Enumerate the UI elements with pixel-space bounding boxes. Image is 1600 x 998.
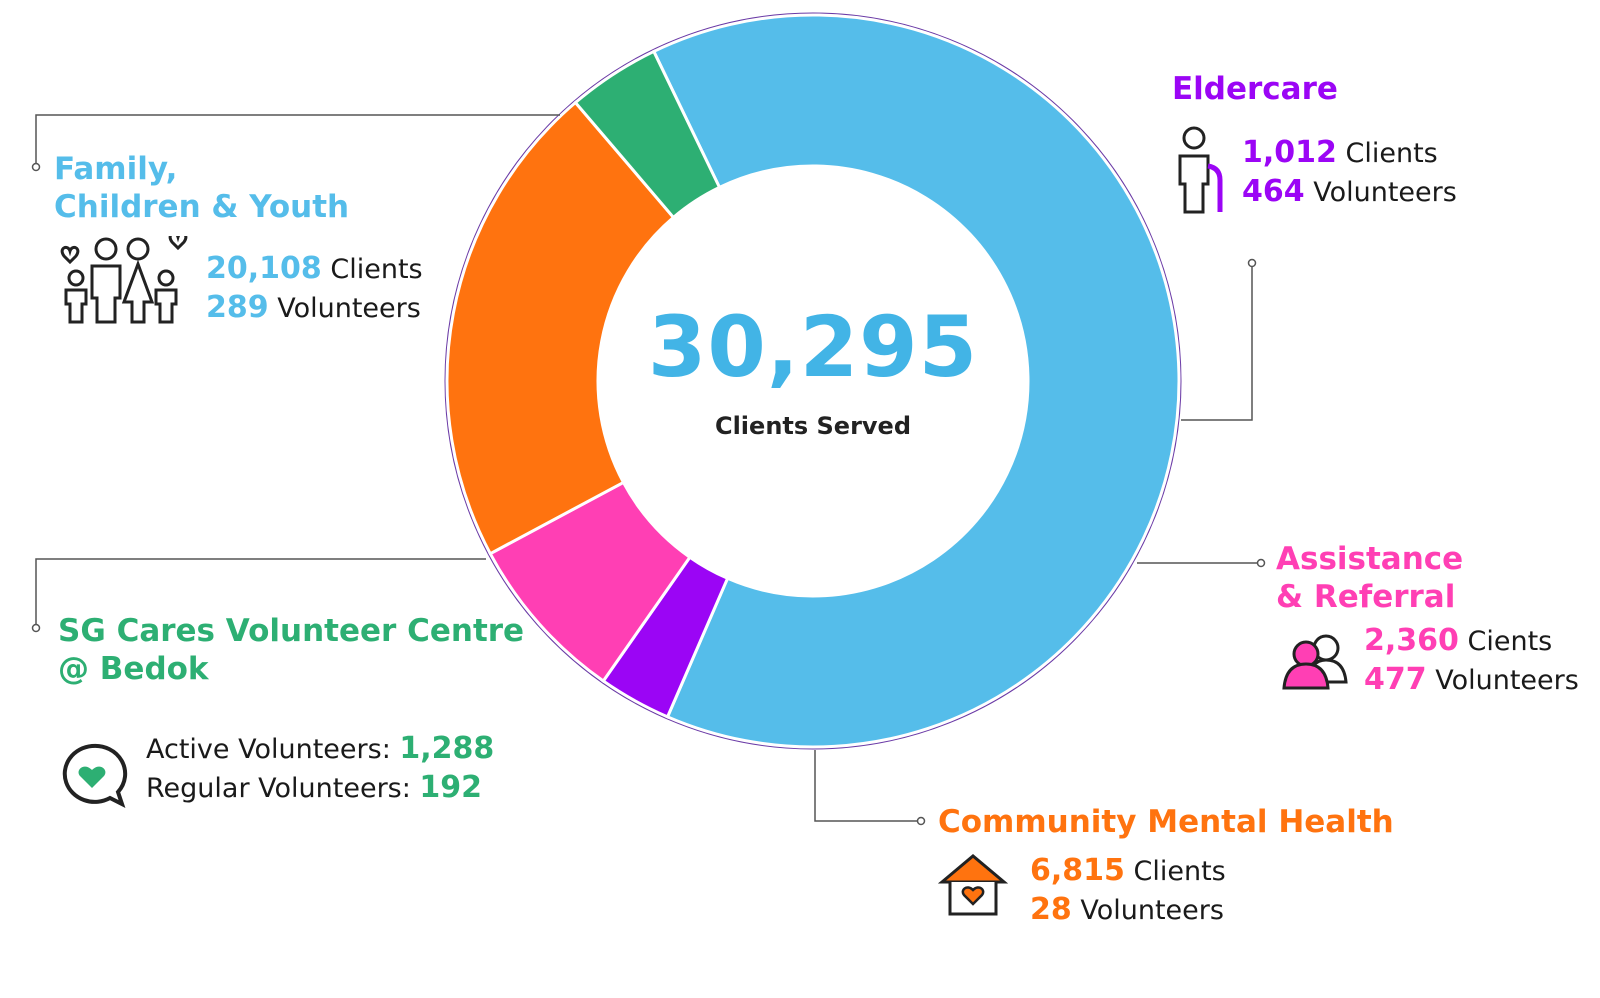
total-clients-label: Clients Served	[714, 412, 912, 440]
sgcares-stats: Active Volunteers: 1,288 Regular Volunte…	[146, 731, 495, 805]
leader-dot-sgcares	[31, 623, 41, 633]
chat-heart-icon	[62, 743, 128, 808]
people-icon	[1282, 634, 1348, 690]
mental-health-title: Community Mental Health	[938, 804, 1394, 840]
assistance-title: Assistance & Referral	[1276, 541, 1464, 615]
leader-dot-eldercare	[1247, 258, 1257, 268]
leader-line-mental	[814, 750, 917, 822]
leader-dot-family	[31, 162, 41, 172]
sgcares-title: SG Cares Volunteer Centre @ Bedok	[58, 613, 525, 687]
house-heart-icon	[938, 854, 1008, 916]
leader-line-eldercare	[1181, 266, 1253, 421]
elderly-person-icon	[1178, 126, 1223, 214]
leader-line-family	[35, 114, 560, 164]
leader-dot-mental	[916, 816, 926, 826]
leader-line-sgcares	[35, 558, 486, 625]
family-icon	[60, 236, 188, 324]
eldercare-stats: 1,012 Clients 464 Volunteers	[1242, 135, 1457, 209]
family-title: Family, Children & Youth	[54, 151, 350, 225]
family-stats: 20,108 Clients 289 Volunteers	[206, 251, 423, 325]
assistance-stats: 2,360 Cients 477 Volunteers	[1364, 623, 1579, 697]
eldercare-title: Eldercare	[1172, 71, 1338, 107]
total-clients-value: 30,295	[647, 298, 979, 396]
donut-hole	[598, 166, 1028, 596]
mental-health-stats: 6,815 Clients 28 Volunteers	[1030, 853, 1226, 927]
leader-dot-assistance	[1256, 558, 1266, 568]
